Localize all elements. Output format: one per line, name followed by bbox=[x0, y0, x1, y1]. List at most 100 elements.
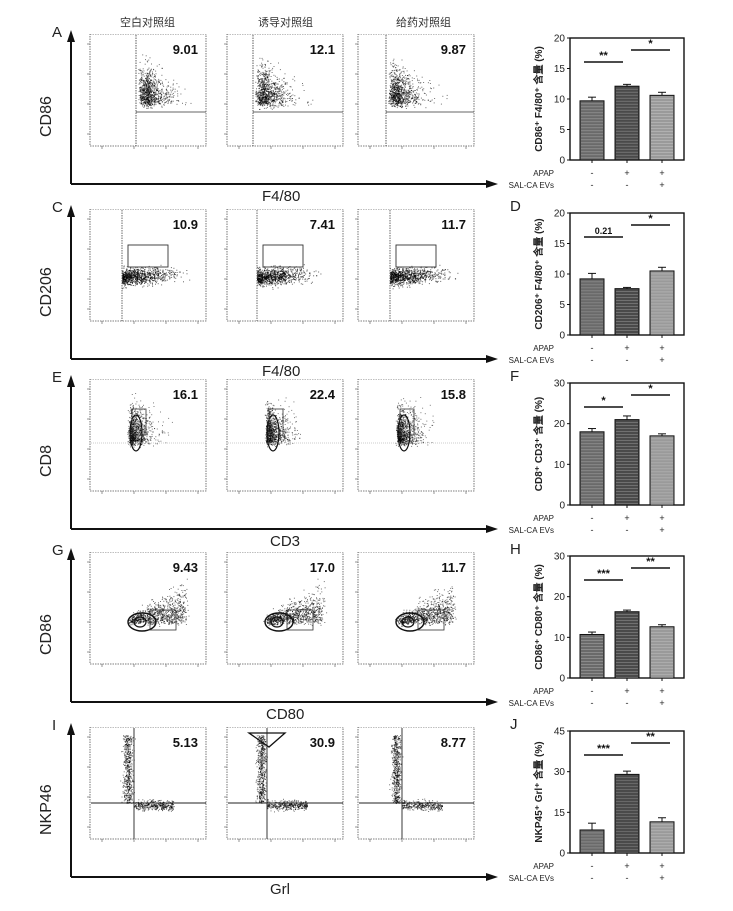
panel-letter: E bbox=[52, 369, 63, 386]
gate-percentage: 9.87 bbox=[441, 42, 466, 57]
arrow-head-icon bbox=[67, 723, 75, 735]
bar bbox=[649, 435, 675, 506]
flow-plot: 9.87 bbox=[355, 34, 475, 149]
flow-y-label: CD206 bbox=[38, 267, 55, 317]
column-header: 诱导对照组 bbox=[258, 16, 313, 29]
evs-sign: + bbox=[659, 525, 664, 535]
gate-box bbox=[131, 408, 147, 436]
evs-sign: - bbox=[591, 355, 594, 365]
gate-percentage: 16.1 bbox=[173, 387, 198, 402]
arrow-head-icon bbox=[67, 375, 75, 387]
flow-row-axes bbox=[67, 375, 498, 533]
event-cloud bbox=[122, 264, 191, 290]
panel-letter: G bbox=[52, 542, 64, 559]
flow-x-label: F4/80 bbox=[262, 188, 301, 205]
flow-plot: 9.01 bbox=[87, 34, 207, 149]
plot-frame bbox=[89, 379, 207, 492]
plot-frame bbox=[226, 727, 344, 840]
gate-percentage: 15.8 bbox=[441, 387, 466, 402]
significance-label: 0.21 bbox=[595, 226, 613, 236]
gate-percentage: 22.4 bbox=[310, 387, 336, 402]
bar bbox=[579, 829, 605, 854]
contour bbox=[266, 414, 280, 452]
plot-frame bbox=[357, 209, 475, 322]
plot-frame bbox=[226, 552, 344, 665]
evs-sign: + bbox=[659, 873, 664, 883]
gate-box bbox=[417, 609, 445, 631]
apap-sign: + bbox=[624, 861, 629, 871]
gate-percentage: 10.9 bbox=[173, 217, 198, 232]
flow-plot: 9.43 bbox=[87, 552, 207, 667]
y-axis-label: CD86⁺ CD80⁺ 含量 (%) bbox=[532, 564, 545, 670]
arrow-head-icon bbox=[67, 205, 75, 217]
column-header: 给药对照组 bbox=[396, 16, 451, 29]
gate-box bbox=[399, 408, 415, 436]
event-cloud bbox=[388, 58, 448, 109]
flow-plot: 11.7 bbox=[355, 209, 475, 324]
apap-sign: - bbox=[591, 686, 594, 696]
evs-sign: - bbox=[626, 525, 629, 535]
flow-plot: 7.41 bbox=[224, 209, 344, 324]
plot-frame bbox=[226, 379, 344, 492]
y-tick-label: 10 bbox=[554, 460, 566, 471]
y-tick-label: 20 bbox=[554, 419, 566, 430]
apap-sign: + bbox=[659, 343, 664, 353]
y-tick-label: 15 bbox=[554, 239, 566, 250]
flow-y-label: CD86 bbox=[38, 614, 55, 655]
apap-sign: - bbox=[591, 343, 594, 353]
y-tick-label: 20 bbox=[554, 592, 566, 603]
bar bbox=[649, 821, 675, 854]
y-tick-label: 30 bbox=[554, 552, 566, 563]
gate-percentage: 8.77 bbox=[441, 735, 466, 750]
treatment-label: SAL-CA EVs bbox=[509, 874, 554, 883]
evs-sign: + bbox=[659, 180, 664, 190]
evs-sign: - bbox=[591, 873, 594, 883]
plot-frame bbox=[357, 552, 475, 665]
significance-label: * bbox=[648, 213, 653, 225]
panel-letter: J bbox=[510, 716, 518, 733]
plot-frame bbox=[89, 209, 207, 322]
flow-plot: 22.4 bbox=[224, 379, 344, 494]
apap-sign: + bbox=[624, 513, 629, 523]
evs-sign: - bbox=[591, 525, 594, 535]
gate-box bbox=[268, 408, 284, 436]
treatment-label: SAL-CA EVs bbox=[509, 699, 554, 708]
apap-sign: + bbox=[624, 343, 629, 353]
flow-plot: 30.9 bbox=[224, 727, 344, 842]
flow-plot: 8.77 bbox=[355, 727, 475, 842]
flow-plot: 12.1 bbox=[224, 34, 344, 149]
gate-percentage: 9.01 bbox=[173, 42, 198, 57]
plot-frame bbox=[226, 34, 344, 147]
plot-frame bbox=[357, 34, 475, 147]
bar bbox=[614, 773, 640, 854]
evs-sign: + bbox=[659, 355, 664, 365]
apap-sign: + bbox=[624, 686, 629, 696]
bar bbox=[649, 94, 675, 161]
y-tick-label: 0 bbox=[559, 501, 565, 512]
arrow-head-icon bbox=[67, 548, 75, 560]
treatment-label: SAL-CA EVs bbox=[509, 526, 554, 535]
panel-letter: F bbox=[510, 368, 519, 385]
event-cloud bbox=[395, 586, 457, 627]
apap-sign: + bbox=[659, 513, 664, 523]
gate-percentage: 30.9 bbox=[310, 735, 335, 750]
y-tick-label: 30 bbox=[554, 379, 566, 390]
gate-box bbox=[127, 244, 169, 268]
flow-x-label: CD3 bbox=[270, 533, 301, 550]
significance-label: * bbox=[648, 38, 653, 50]
flow-row-axes bbox=[67, 205, 498, 363]
gate-percentage: 12.1 bbox=[310, 42, 335, 57]
y-axis-label: NKP45⁺ Grl⁺ 含量 (%) bbox=[532, 741, 545, 842]
y-tick-label: 5 bbox=[559, 125, 565, 136]
apap-sign: + bbox=[659, 168, 664, 178]
contour bbox=[264, 612, 294, 632]
bar bbox=[649, 270, 675, 336]
event-cloud bbox=[120, 735, 175, 812]
gate-percentage: 17.0 bbox=[310, 560, 335, 575]
gate-box bbox=[395, 244, 437, 268]
flow-plot: 17.0 bbox=[224, 552, 344, 667]
significance-label: *** bbox=[597, 568, 611, 580]
evs-sign: - bbox=[591, 698, 594, 708]
event-cloud bbox=[389, 735, 443, 812]
event-cloud bbox=[255, 57, 314, 110]
